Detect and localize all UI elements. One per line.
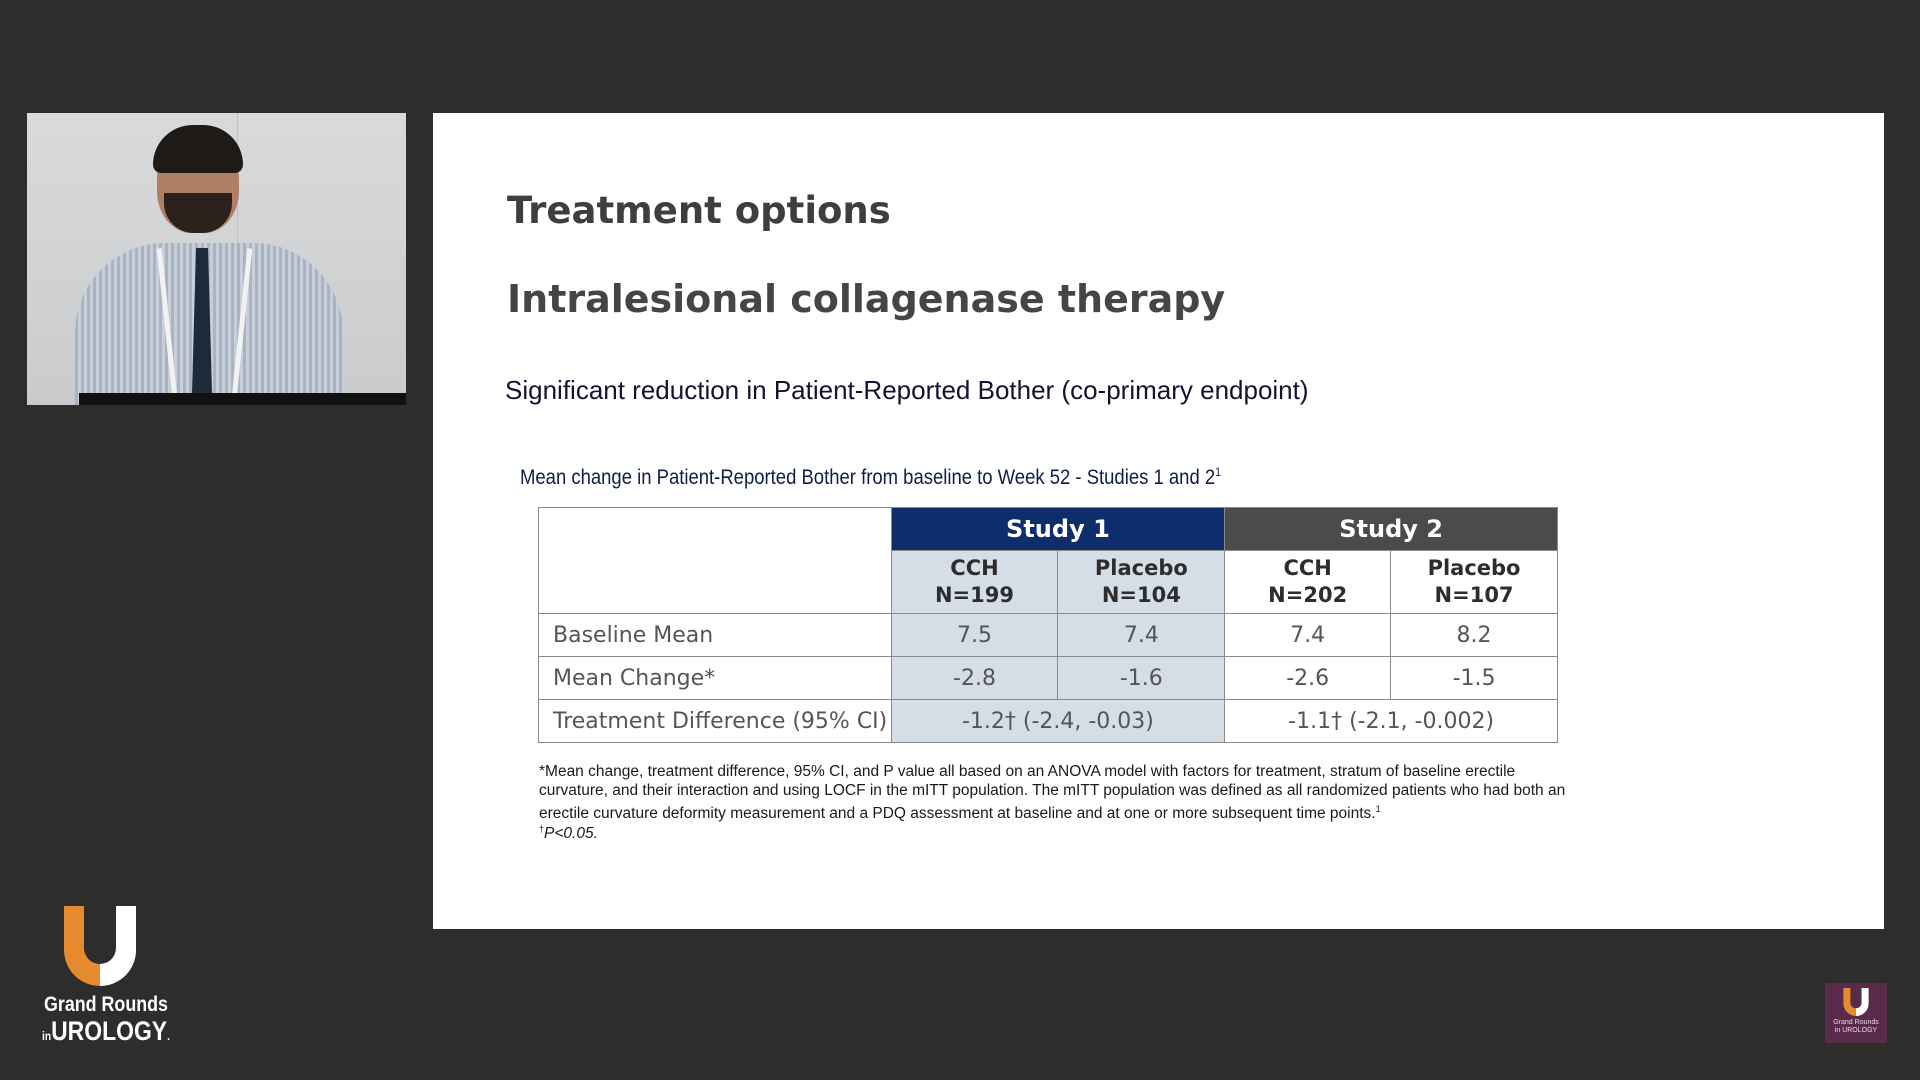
table-cell: 7.4 [1224, 613, 1392, 657]
logo-line1: Grand Rounds [44, 993, 168, 1016]
speaker-tie [192, 248, 212, 405]
table-cell: -1.1† (-2.1, -0.002) [1224, 699, 1558, 743]
results-table: Study 1 Study 2 CCH N=199 Placebo N=104 CC… [538, 507, 1558, 743]
table-row: Mean Change* -2.8 -1.6 -2.6 -1.5 [538, 656, 1558, 700]
table-cell: 7.5 [890, 613, 1059, 657]
group-header: CCH N=202 [1224, 550, 1392, 614]
presentation-slide: Treatment options Intralesional collagen… [433, 113, 1884, 929]
row-label: Treatment Difference (95% CI) [538, 699, 892, 743]
table-group-header-row: CCH N=199 Placebo N=104 CCH N=202 Placebo N=… [539, 550, 1558, 614]
group-header: CCH N=199 [890, 550, 1059, 614]
footnote-ref: 1 [1375, 804, 1381, 814]
table-cell: -1.5 [1390, 656, 1558, 700]
table-corner-cell [538, 507, 892, 614]
speaker-hair [153, 125, 243, 173]
slide-title: Treatment options [507, 189, 891, 232]
table-cell: -1.6 [1057, 656, 1226, 700]
study1-header: Study 1 [890, 507, 1226, 551]
dagger-mark: † [539, 824, 545, 834]
row-label: Baseline Mean [538, 613, 892, 657]
table-cell: 8.2 [1390, 613, 1558, 657]
speaker-beard [164, 193, 232, 233]
table-cell: 7.4 [1057, 613, 1226, 657]
footnote-text: *Mean change, treatment difference, 95% … [539, 763, 1566, 823]
u-logo-icon [64, 906, 136, 986]
table-caption-text: Mean change in Patient-Reported Bother f… [520, 466, 1216, 489]
logo-line2: inUROLOGY. [42, 1016, 170, 1046]
group-header: Placebo N=107 [1390, 550, 1558, 614]
table-footnote: *Mean change, treatment difference, 95% … [539, 762, 1579, 823]
table-row: Baseline Mean 7.5 7.4 7.4 8.2 [538, 613, 1558, 657]
group-header: Placebo N=104 [1057, 550, 1226, 614]
caption-ref: 1 [1215, 465, 1222, 479]
slide-subtitle: Intralesional collagenase therapy [507, 277, 1226, 321]
significance-text: P<0.05. [544, 825, 598, 843]
u-badge-icon [1843, 988, 1869, 1016]
table-cell: -1.2† (-2.4, -0.03) [890, 699, 1226, 743]
table-study-header-row: Study 1 Study 2 [538, 507, 1558, 614]
grand-rounds-logo: Grand Rounds inUROLOGY. [38, 906, 170, 1046]
table-caption: Mean change in Patient-Reported Bother f… [520, 465, 1221, 490]
study2-header: Study 2 [1224, 507, 1558, 551]
speaker-video [27, 113, 406, 405]
slide-key-point: Significant reduction in Patient-Reporte… [505, 375, 1309, 405]
row-label: Mean Change* [538, 656, 892, 700]
table-row: Treatment Difference (95% CI) -1.2† (-2.… [538, 699, 1558, 743]
table-cell: -2.6 [1224, 656, 1392, 700]
podium [79, 393, 406, 405]
table-cell: -2.8 [890, 656, 1059, 700]
badge-text: Grand Rounds in UROLOGY [1833, 1019, 1879, 1034]
channel-watermark: Grand Rounds in UROLOGY [1825, 983, 1887, 1043]
significance-footnote: †P<0.05. [539, 824, 598, 843]
